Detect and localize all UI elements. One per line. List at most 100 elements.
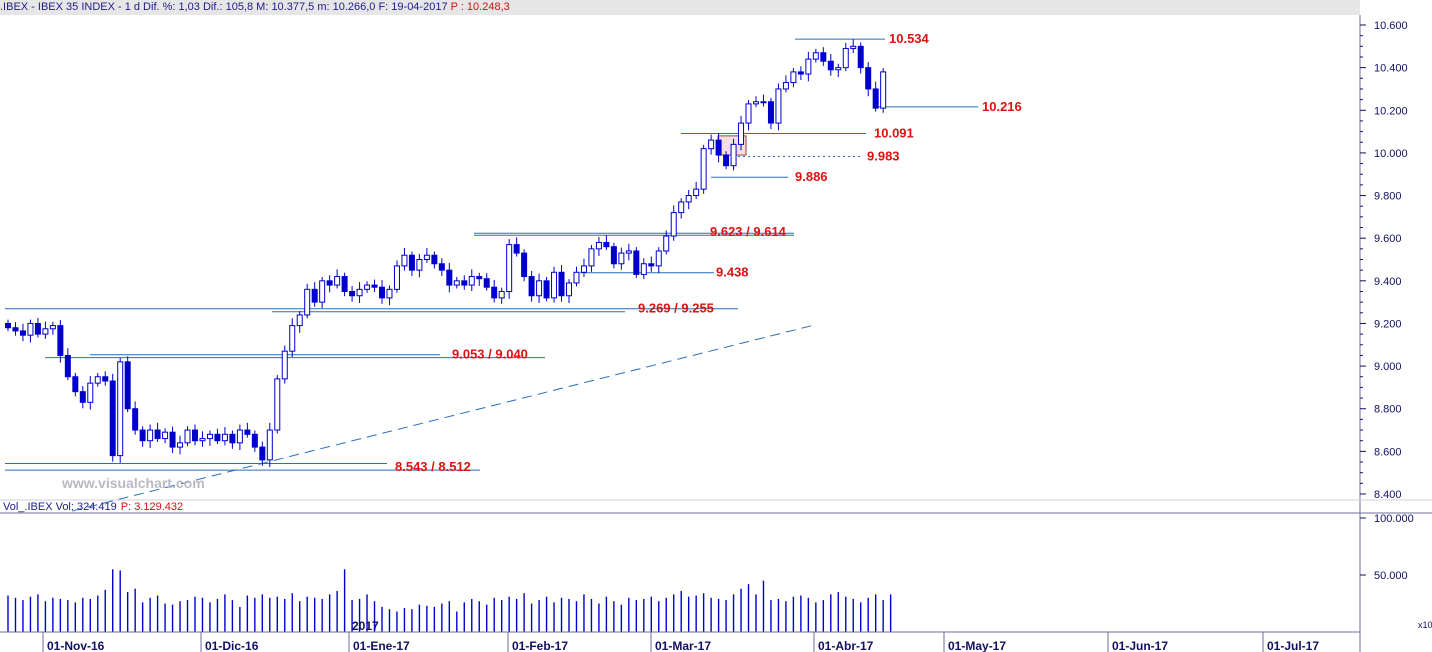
- instrument-info: .IBEX - IBEX 35 INDEX - 1 d Dif. %: 1,03…: [0, 1, 448, 13]
- candle-body: [438, 263, 445, 271]
- candle-body: [5, 322, 11, 329]
- candle-body: [199, 438, 206, 442]
- candle-body: [498, 290, 505, 299]
- candle-body: [678, 201, 685, 214]
- candle-body: [326, 280, 333, 286]
- candle-body: [124, 361, 131, 410]
- candle-body: [738, 122, 745, 145]
- candle-body: [386, 288, 393, 299]
- level-label: 9.438: [716, 265, 749, 280]
- candle-body: [304, 288, 311, 316]
- vol-scale-note: x10: [1418, 620, 1432, 630]
- candle-body: [453, 280, 460, 286]
- candle-body: [229, 433, 236, 444]
- candle-body: [281, 350, 288, 380]
- candle-body: [19, 330, 26, 336]
- candle-body: [483, 278, 490, 288]
- volume-label: Vol_.IBEX Vol: 324.419: [3, 501, 117, 513]
- candle-body: [289, 325, 296, 352]
- candle-body: [610, 246, 617, 265]
- x-tick-label: 01-Nov-16: [47, 639, 105, 652]
- watermark: www.visualchart.com: [61, 475, 205, 491]
- candle-body: [513, 244, 520, 254]
- level-label: 9.623 / 9.614: [710, 224, 787, 239]
- y-tick-label: 9.000: [1374, 361, 1402, 373]
- candle-body: [408, 254, 415, 271]
- candle-body: [169, 431, 176, 448]
- y-tick-label: 8.600: [1374, 446, 1402, 458]
- candle-body: [364, 284, 371, 290]
- candle-body: [401, 254, 408, 267]
- candle-body: [34, 322, 41, 335]
- candle-body: [491, 286, 498, 299]
- candle-body: [27, 322, 34, 336]
- candle-body: [349, 290, 356, 297]
- candle-body: [206, 433, 213, 440]
- candle-body: [236, 429, 243, 444]
- y-tick-label: 10.600: [1374, 20, 1408, 32]
- candle-body: [640, 263, 647, 275]
- candle-body: [767, 101, 774, 124]
- x-tick-label: 01-May-17: [948, 639, 1006, 652]
- candle-body: [715, 139, 722, 156]
- candle-body: [872, 88, 879, 109]
- candle-body: [87, 382, 94, 403]
- candle-body: [379, 286, 385, 299]
- candle-body: [528, 276, 535, 297]
- candle-body: [259, 446, 266, 461]
- candle-body: [162, 431, 169, 440]
- vol-tick-label: 50.000: [1374, 570, 1408, 582]
- year-marker: 2017: [352, 619, 379, 633]
- level-label: 9.053 / 9.040: [452, 347, 528, 362]
- candle-body: [820, 52, 827, 62]
- candle-body: [857, 45, 864, 69]
- x-tick-label: 01-Jun-17: [1112, 639, 1168, 652]
- candle-body: [416, 259, 423, 271]
- candle-body: [797, 71, 804, 75]
- candle-body: [842, 47, 849, 69]
- y-tick-label: 8.800: [1374, 404, 1402, 416]
- candle-body: [580, 265, 587, 273]
- candle-body: [827, 60, 834, 71]
- candle-body: [775, 88, 782, 124]
- candle-body: [102, 376, 109, 382]
- candle-body: [782, 82, 789, 90]
- candle-body: [670, 212, 677, 237]
- y-tick-label: 8.400: [1374, 489, 1402, 501]
- y-tick-label: 9.800: [1374, 191, 1402, 203]
- level-label: 9.886: [795, 169, 828, 184]
- candle-body: [603, 241, 610, 248]
- candle-body: [655, 250, 662, 267]
- candle-body: [700, 148, 707, 190]
- candle-body: [154, 429, 161, 440]
- vol-tick-label: 100.000: [1374, 513, 1414, 525]
- level-label: 8.543 / 8.512: [395, 459, 471, 474]
- y-tick-label: 9.600: [1374, 233, 1402, 245]
- x-tick-label: 01-Jul-17: [1267, 639, 1319, 652]
- candle-body: [221, 433, 228, 442]
- level-label: 10.534: [889, 31, 930, 46]
- candle-body: [139, 429, 146, 442]
- x-tick-label: 01-Ene-17: [353, 639, 410, 652]
- candle-body: [468, 276, 475, 286]
- last-price: P : 10.248,3: [450, 1, 510, 13]
- volume-header: Vol_.IBEX Vol: 324.419 P: 3.129.432: [3, 501, 183, 513]
- candle-body: [251, 433, 258, 448]
- y-tick-label: 9.200: [1374, 318, 1402, 330]
- candle-body: [296, 314, 303, 327]
- candle-body: [812, 52, 819, 60]
- candle-body: [214, 433, 221, 442]
- candle-body: [760, 101, 767, 104]
- candle-body: [625, 250, 632, 254]
- candle-body: [274, 378, 281, 431]
- candle-body: [356, 288, 363, 297]
- candle-body: [506, 244, 513, 292]
- candle-body: [730, 143, 737, 167]
- candle-body: [49, 325, 56, 330]
- x-tick-label: 01-Feb-17: [512, 639, 568, 652]
- x-tick-label: 01-Mar-17: [655, 639, 711, 652]
- candle-body: [865, 67, 872, 90]
- candle-body: [393, 265, 400, 290]
- candle-body: [64, 354, 71, 378]
- candle-body: [117, 361, 124, 457]
